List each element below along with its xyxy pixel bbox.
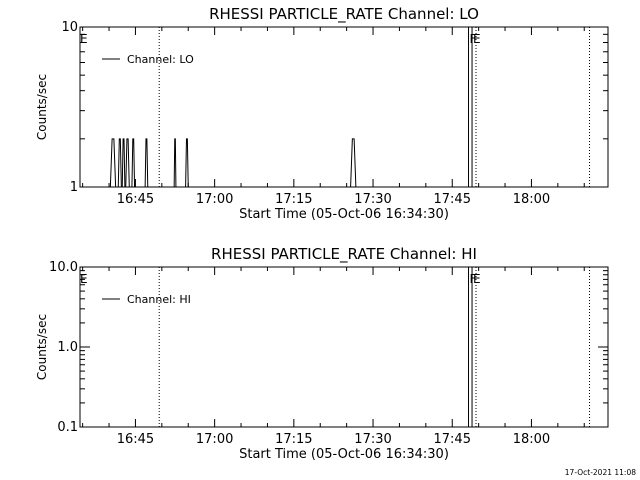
x-tick-label: 16:45 xyxy=(117,192,154,207)
y-axis-label: Counts/sec xyxy=(35,74,49,140)
data-burst xyxy=(117,138,122,188)
event-label: F xyxy=(470,272,477,286)
event-label: E xyxy=(80,272,88,286)
legend-label: Channel: LO xyxy=(127,53,194,66)
chart-title: RHESSI PARTICLE_RATE Channel: LO xyxy=(209,5,479,24)
data-burst xyxy=(144,138,149,188)
x-tick-label: 17:00 xyxy=(196,432,233,447)
x-axis-label: Start Time (05-Oct-06 16:34:30) xyxy=(239,447,449,462)
plot-frame xyxy=(79,26,609,188)
data-burst xyxy=(121,138,126,188)
x-tick-label: 18:00 xyxy=(513,192,550,207)
x-tick-label: 17:30 xyxy=(354,192,391,207)
data-burst xyxy=(185,138,189,188)
event-label: E xyxy=(473,32,481,46)
legend-label: Channel: HI xyxy=(127,293,191,306)
x-tick-label: 17:15 xyxy=(275,192,312,207)
x-axis-label: Start Time (05-Oct-06 16:34:30) xyxy=(239,207,449,222)
event-label: E xyxy=(473,272,481,286)
data-burst xyxy=(350,138,357,188)
x-tick-label: 17:00 xyxy=(196,192,233,207)
footer-timestamp: 17-Oct-2021 11:08 xyxy=(565,468,636,477)
panel-hi: RHESSI PARTICLE_RATE Channel: HI Start Ti… xyxy=(35,245,609,462)
data-burst xyxy=(173,138,177,188)
event-label: E xyxy=(80,32,88,46)
x-tick-label: 17:30 xyxy=(354,432,391,447)
y-tick-label: 10 xyxy=(61,20,78,35)
y-axis-label: Counts/sec xyxy=(35,314,49,380)
panel-lo: RHESSI PARTICLE_RATE Channel: LO Start Ti… xyxy=(35,5,609,222)
x-tick-label: 17:45 xyxy=(434,192,471,207)
data-burst xyxy=(125,138,130,188)
event-label: F xyxy=(470,32,477,46)
y-tick-label: 1.0 xyxy=(57,340,78,355)
y-tick-label: 10.0 xyxy=(49,260,78,275)
x-tick-label: 18:00 xyxy=(513,432,550,447)
data-burst xyxy=(131,138,136,188)
chart-title: RHESSI PARTICLE_RATE Channel: HI xyxy=(211,245,477,264)
x-tick-label: 17:15 xyxy=(275,432,312,447)
x-tick-label: 17:45 xyxy=(434,432,471,447)
data-burst xyxy=(109,138,117,188)
y-tick-label: 0.1 xyxy=(57,420,78,435)
x-tick-label: 16:45 xyxy=(117,432,154,447)
y-tick-label: 1 xyxy=(70,180,78,195)
